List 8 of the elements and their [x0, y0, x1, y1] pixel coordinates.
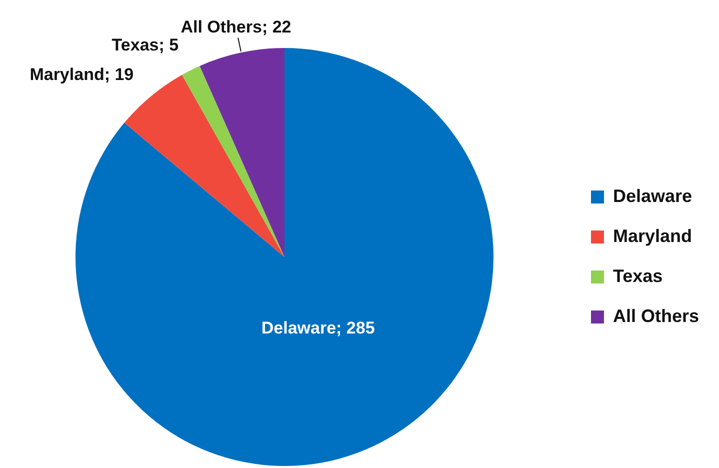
data-label: All Others; 22 — [180, 18, 292, 37]
data-label: Maryland; 19 — [30, 64, 134, 84]
legend-label: Maryland — [612, 226, 692, 246]
legend-label: All Others — [612, 306, 700, 326]
data-label: Delaware; 285 — [261, 318, 375, 338]
data-label: Texas; 5 — [112, 36, 179, 55]
legend-label: Delaware — [612, 186, 692, 206]
legend-label: Texas — [612, 266, 663, 286]
